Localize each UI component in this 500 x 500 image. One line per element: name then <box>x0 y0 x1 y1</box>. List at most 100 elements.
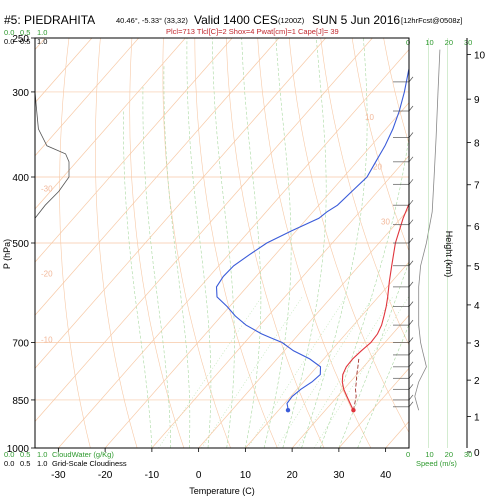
wind-barb-feather <box>408 394 414 401</box>
isotherm <box>35 38 280 316</box>
moist-adiabat <box>142 86 171 448</box>
parcel-params: Plcl=713 Tlcl[C]=2 Shox=4 Pwat[cm]=1 Cap… <box>166 27 339 36</box>
temperature-profile <box>341 202 409 411</box>
temperature-tick-label: -20 <box>98 470 113 481</box>
wind-barb-feather <box>408 237 414 244</box>
temperature-tick-label: 40 <box>380 470 392 481</box>
speed-tick-bottom: 0 <box>406 450 410 459</box>
station-coords: 40.46°, -5.33° (33,32) <box>116 16 188 25</box>
speed-tick-bottom: 30 <box>464 450 472 459</box>
cloudwater-tick-bottom-2: 1.0 <box>37 450 47 459</box>
height-tick-label: 7 <box>474 181 480 192</box>
wind-barb-feather <box>408 219 414 225</box>
wind-barb-feather <box>408 281 414 288</box>
wind-barb-feather <box>408 76 414 83</box>
height-tick-label: 0 <box>474 448 480 459</box>
isotherm <box>35 38 373 422</box>
moist-adiabat <box>123 110 153 448</box>
wind-barb-feather <box>408 361 414 368</box>
wind-speed-line <box>414 49 441 411</box>
wind-barb-feather <box>408 401 414 408</box>
mixing-ratio-line <box>201 296 303 448</box>
wind-barb-feather <box>408 156 414 163</box>
height-tick-label: 10 <box>474 51 486 62</box>
mixing-ratio-line <box>313 296 409 448</box>
pressure-tick-label: 700 <box>12 339 29 350</box>
run-time: (1200Z) <box>278 16 305 25</box>
speed-tick-top: 30 <box>464 38 472 47</box>
isotherm <box>58 49 409 448</box>
pressure-tick-label: 500 <box>12 239 29 250</box>
speed-tick-top: 20 <box>445 38 453 47</box>
moist-adiabat <box>212 38 235 448</box>
cloudiness-tick-top-1: 0.5 <box>20 37 30 46</box>
wind-barb-feather <box>408 199 414 206</box>
height-tick-label: 6 <box>474 222 480 233</box>
cloudiness-tick-top-0: 0.0 <box>4 37 14 46</box>
dry-adiabat <box>257 38 372 448</box>
height-tick-label: 2 <box>474 376 480 387</box>
dewpoint-profile <box>215 66 409 411</box>
dry-adiabat <box>478 38 500 448</box>
skew-label: 30 <box>381 218 390 227</box>
moist-adiabat <box>282 38 327 448</box>
speed-tick-top: 10 <box>425 38 433 47</box>
isotherm <box>198 208 409 448</box>
wind-barb-feather <box>408 179 414 185</box>
wind-barb-feather <box>408 105 414 112</box>
temperature-tick-label: 0 <box>196 470 202 481</box>
cloud-fraction-line <box>34 49 70 219</box>
height-tick-label: 5 <box>474 262 480 273</box>
height-tick-label: 8 <box>474 139 480 150</box>
cloudwater-tick-bottom-1: 0.5 <box>20 450 30 459</box>
dry-adiabat <box>162 38 231 448</box>
dry-adiabat <box>320 38 409 346</box>
y-axis-label: P (hPa) <box>2 239 12 269</box>
isotherm <box>35 38 233 263</box>
cloudwater-legend-label: CloudWater (g/Kg) <box>52 450 114 459</box>
speed-tick-top: 0 <box>406 38 410 47</box>
surface-temperature-dot <box>351 407 356 413</box>
height-axis-label: Height (km) <box>444 231 454 278</box>
valid-time: Valid 1400 CES <box>194 13 278 27</box>
speed-tick-bottom: 10 <box>425 450 433 459</box>
isotherm <box>35 38 139 157</box>
bottom-legend: 0.0 0.5 1.0 CloudWater (g/Kg) 0.0 0.5 1.… <box>4 450 457 468</box>
dry-adiabat <box>129 38 185 448</box>
pressure-tick-label: 400 <box>12 173 29 184</box>
moist-adiabat <box>186 38 212 448</box>
cloudiness-tick-bottom-1: 0.5 <box>20 459 30 468</box>
wind-barbs <box>393 76 414 408</box>
wind-barb-feather <box>408 132 414 138</box>
surface-dewpoint-dot <box>285 407 291 413</box>
speed-axis-label: Speed (m/s) <box>416 459 457 468</box>
skew-label: -10 <box>41 336 53 345</box>
temperature-tick-label: 10 <box>240 470 252 481</box>
skew-label: -30 <box>41 184 53 193</box>
isotherm <box>35 38 326 369</box>
cloudwater-tick-top-2: 1.0 <box>37 28 47 37</box>
isotherm <box>291 314 409 448</box>
forecast-hour: [12hrFcst@0508z] <box>401 16 462 25</box>
wind-barb-feather <box>408 260 414 266</box>
wind-barb-feather <box>408 319 414 326</box>
mixing-ratio-line <box>158 296 262 448</box>
isotherm <box>245 261 409 448</box>
height-tick-label: 1 <box>474 412 480 423</box>
temperature-tick-label: -30 <box>51 470 66 481</box>
cloudwater-tick-top-1: 0.5 <box>20 28 30 37</box>
pressure-tick-label: 300 <box>12 88 29 99</box>
parcel-profile <box>352 358 360 411</box>
moist-adiabat <box>357 324 409 448</box>
speed-tick-bottom: 20 <box>445 450 453 459</box>
isotherm <box>338 367 409 448</box>
cloudwater-tick-top-0: 0.0 <box>4 28 14 37</box>
height-tick-label: 4 <box>474 301 480 312</box>
moist-adiabat <box>263 38 292 448</box>
pressure-tick-label: 1000 <box>7 444 30 455</box>
wind-barb-feather <box>408 384 414 390</box>
cloudiness-legend-label: Grid-Scale Cloudiness <box>52 459 127 468</box>
